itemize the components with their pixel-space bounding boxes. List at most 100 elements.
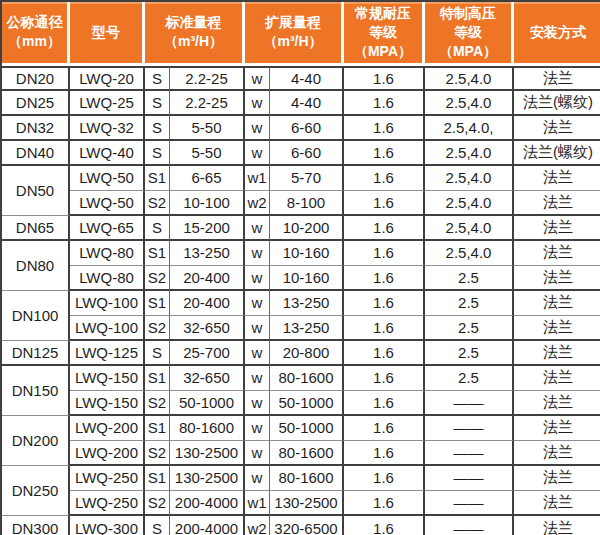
cell-range-code-standard: S2 <box>145 316 170 341</box>
cell-range-code-standard: S1 <box>145 291 170 316</box>
table-row: DN250LWQ-250S1130-2500w80-16001.6——法兰 <box>2 466 600 491</box>
cell-model: LWQ-25 <box>70 91 145 116</box>
cell-standard-range: 15-200 <box>170 216 245 241</box>
cell-model: LWQ-80 <box>70 241 145 266</box>
cell-special-pressure: —— <box>425 491 514 516</box>
cell-special-pressure: —— <box>425 441 514 466</box>
cell-extended-range: 13-250 <box>270 291 344 316</box>
cell-mounting: 法兰 <box>514 241 600 266</box>
table-row: LWQ-150S250-1000w50-10001.6——法兰 <box>2 391 600 416</box>
cell-mounting: 法兰 <box>514 116 600 141</box>
cell-range-code-standard: S2 <box>145 391 170 416</box>
cell-range-code-extended: w <box>245 241 270 266</box>
cell-extended-range: 80-1600 <box>270 366 344 391</box>
cell-regular-pressure: 1.6 <box>344 91 425 116</box>
cell-nominal-diameter: DN40 <box>2 141 70 166</box>
cell-special-pressure: 2.5,4.0, <box>425 116 514 141</box>
cell-model: LWQ-250 <box>70 466 145 491</box>
table-header: 公称通径 （mm） 型号 标准量程 （m³/H） 扩展量程 （m³/H） 常规耐… <box>2 2 600 66</box>
cell-special-pressure: 2.5,4.0 <box>425 191 514 216</box>
cell-special-pressure: —— <box>425 391 514 416</box>
cell-range-code-extended: w1 <box>245 491 270 516</box>
cell-mounting: 法兰 <box>514 341 600 366</box>
cell-extended-range: 50-1000 <box>270 416 344 441</box>
cell-range-code-extended: w <box>245 441 270 466</box>
cell-range-code-standard: S1 <box>145 466 170 491</box>
cell-range-code-extended: w <box>245 316 270 341</box>
cell-extended-range: 4-40 <box>270 66 344 91</box>
header-row: 公称通径 （mm） 型号 标准量程 （m³/H） 扩展量程 （m³/H） 常规耐… <box>2 2 600 66</box>
cell-extended-range: 6-60 <box>270 141 344 166</box>
cell-special-pressure: 2.5 <box>425 266 514 291</box>
cell-model: LWQ-50 <box>70 166 145 191</box>
cell-nominal-diameter: DN80 <box>2 241 70 291</box>
flowmeter-spec-table: 公称通径 （mm） 型号 标准量程 （m³/H） 扩展量程 （m³/H） 常规耐… <box>0 0 600 535</box>
cell-standard-range: 20-400 <box>170 291 245 316</box>
col-header-model: 型号 <box>70 2 145 66</box>
cell-model: LWQ-100 <box>70 316 145 341</box>
cell-standard-range: 20-400 <box>170 266 245 291</box>
cell-standard-range: 25-700 <box>170 341 245 366</box>
cell-range-code-extended: w <box>245 366 270 391</box>
cell-mounting: 法兰(螺纹) <box>514 91 600 116</box>
cell-range-code-extended: w <box>245 91 270 116</box>
cell-model: LWQ-200 <box>70 416 145 441</box>
cell-model: LWQ-20 <box>70 66 145 91</box>
cell-mounting: 法兰 <box>514 266 600 291</box>
cell-regular-pressure: 1.6 <box>344 166 425 191</box>
cell-standard-range: 200-4000 <box>170 516 245 535</box>
cell-range-code-extended: w <box>245 341 270 366</box>
cell-special-pressure: 2.5 <box>425 316 514 341</box>
cell-nominal-diameter: DN25 <box>2 91 70 116</box>
cell-regular-pressure: 1.6 <box>344 216 425 241</box>
cell-model: LWQ-250 <box>70 491 145 516</box>
cell-range-code-extended: w <box>245 416 270 441</box>
cell-model: LWQ-200 <box>70 441 145 466</box>
cell-range-code-standard: S <box>145 141 170 166</box>
cell-range-code-extended: w <box>245 466 270 491</box>
col-header-mounting: 安装方式 <box>514 2 600 66</box>
cell-regular-pressure: 1.6 <box>344 341 425 366</box>
cell-standard-range: 10-100 <box>170 191 245 216</box>
cell-range-code-standard: S2 <box>145 191 170 216</box>
cell-range-code-standard: S1 <box>145 416 170 441</box>
cell-mounting: 法兰 <box>514 491 600 516</box>
table-row: DN25LWQ-25S2.2-25w4-401.62.5,4.0法兰(螺纹) <box>2 91 600 116</box>
cell-model: LWQ-65 <box>70 216 145 241</box>
cell-special-pressure: —— <box>425 516 514 535</box>
cell-regular-pressure: 1.6 <box>344 366 425 391</box>
cell-special-pressure: 2.5,4.0 <box>425 91 514 116</box>
cell-nominal-diameter: DN50 <box>2 166 70 216</box>
cell-mounting: 法兰 <box>514 191 600 216</box>
cell-regular-pressure: 1.6 <box>344 141 425 166</box>
cell-extended-range: 50-1000 <box>270 391 344 416</box>
col-header-standard-range: 标准量程 （m³/H） <box>145 2 245 66</box>
cell-regular-pressure: 1.6 <box>344 316 425 341</box>
cell-standard-range: 2.2-25 <box>170 91 245 116</box>
cell-nominal-diameter: DN200 <box>2 416 70 466</box>
cell-mounting: 法兰 <box>514 66 600 91</box>
cell-standard-range: 6-65 <box>170 166 245 191</box>
cell-model: LWQ-50 <box>70 191 145 216</box>
cell-special-pressure: 2.5,4.0 <box>425 241 514 266</box>
cell-range-code-standard: S <box>145 516 170 535</box>
cell-mounting: 法兰 <box>514 466 600 491</box>
table-row: DN50LWQ-50S16-65w15-701.62.5,4.0法兰 <box>2 166 600 191</box>
table-row: LWQ-50S210-100w28-1001.62.5,4.0法兰 <box>2 191 600 216</box>
cell-range-code-standard: S <box>145 91 170 116</box>
cell-model: LWQ-32 <box>70 116 145 141</box>
cell-nominal-diameter: DN250 <box>2 466 70 516</box>
col-header-special-pressure: 特制高压 等级（MPA） <box>425 2 514 66</box>
col-header-nominal-diameter: 公称通径 （mm） <box>2 2 70 66</box>
cell-range-code-extended: w2 <box>245 191 270 216</box>
cell-special-pressure: 2.5 <box>425 291 514 316</box>
table-row: DN32LWQ-32S5-50w6-601.62.5,4.0,法兰 <box>2 116 600 141</box>
table-row: DN65LWQ-65S15-200w10-2001.62.5,4.0法兰 <box>2 216 600 241</box>
cell-regular-pressure: 1.6 <box>344 116 425 141</box>
cell-range-code-extended: w <box>245 66 270 91</box>
table-row: DN200LWQ-200S180-1600w50-10001.6——法兰 <box>2 416 600 441</box>
cell-model: LWQ-300 <box>70 516 145 535</box>
cell-range-code-standard: S <box>145 116 170 141</box>
cell-range-code-extended: w2 <box>245 516 270 535</box>
cell-extended-range: 4-40 <box>270 91 344 116</box>
